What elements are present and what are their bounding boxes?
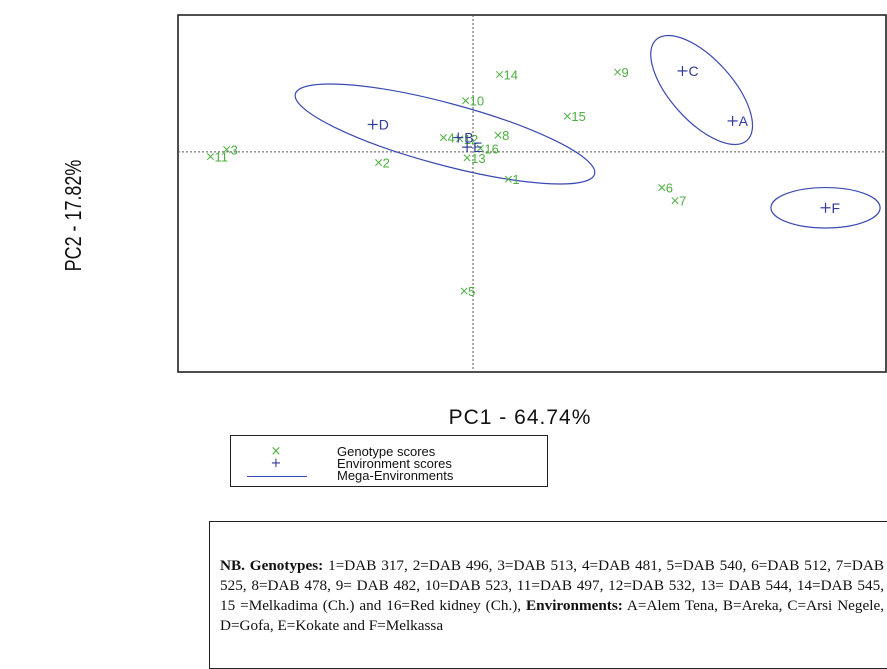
environment-point-F: F — [820, 200, 841, 216]
genotype-marker-stroke — [494, 131, 502, 139]
x-axis-label: PC1 - 64.74% — [448, 406, 592, 429]
genotype-label-6: 6 — [666, 181, 673, 196]
genotype-marker-stroke — [223, 145, 231, 154]
environment-point-A: A — [727, 113, 749, 129]
genotype-point-6: 6 — [658, 181, 673, 196]
footnote-environments-head: Environments: — [526, 597, 623, 614]
genotype-marker-stroke — [439, 134, 448, 142]
mega-environment-ellipses — [294, 34, 881, 229]
genotype-label-8: 8 — [502, 128, 509, 143]
genotype-point-15: 15 — [563, 109, 586, 124]
genotype-marker-stroke — [658, 183, 666, 192]
genotype-point-10: 10 — [462, 94, 484, 109]
genotype-label-13: 13 — [471, 151, 485, 166]
environment-label-A: A — [739, 113, 749, 129]
genotype-label-15: 15 — [571, 109, 585, 124]
genotype-label-2: 2 — [383, 156, 390, 171]
genotype-label-16: 16 — [484, 141, 498, 156]
genotype-label-1: 1 — [512, 172, 519, 187]
genotype-label-10: 10 — [470, 94, 484, 109]
genotype-marker-stroke — [495, 70, 504, 79]
environment-label-C: C — [688, 63, 698, 79]
genotype-point-14: 14 — [495, 68, 518, 83]
genotype-label-4: 4 — [448, 131, 455, 146]
legend-environment-label: Environment scores — [337, 456, 452, 471]
environment-point-E: E — [462, 139, 482, 155]
genotype-label-3: 3 — [231, 142, 238, 157]
genotype-point-9: 9 — [613, 65, 629, 80]
genotype-marker-stroke — [206, 153, 215, 161]
environment-label-B: B — [464, 130, 473, 146]
genotype-marker-stroke — [375, 159, 383, 167]
genotype-marker-stroke — [613, 68, 622, 76]
legend-item-environment: + Environment scores — [231, 457, 547, 470]
footnote-box: NB. Genotypes: 1=DAB 317, 2=DAB 496, 3=D… — [209, 521, 887, 669]
footnote-environments-text: A=Alem Tena, B=Areka, C=Arsi Negele, D=G… — [220, 597, 884, 634]
y-axis-label: PC2 - 17.82% — [60, 159, 87, 271]
legend: × Genotype scores + Environment scores M… — [230, 435, 548, 487]
genotype-marker-stroke — [476, 144, 484, 152]
genotype-point-3: 3 — [223, 142, 238, 157]
genotype-label-11: 11 — [214, 150, 228, 165]
environment-point-D: D — [367, 116, 389, 132]
genotype-marker-stroke — [671, 197, 679, 205]
environment-label-D: D — [379, 116, 389, 132]
footnote-genotypes-head: NB. Genotypes: — [220, 557, 324, 574]
environment-label-F: F — [832, 200, 841, 216]
footnote-text: NB. Genotypes: 1=DAB 317, 2=DAB 496, 3=D… — [220, 556, 884, 636]
plot-frame — [177, 14, 887, 373]
legend-environment-symbol: + — [270, 456, 282, 471]
genotype-point-8: 8 — [494, 128, 509, 143]
footnote-genotypes-text: 1=DAB 317, 2=DAB 496, 3=DAB 513, 4=DAB 4… — [220, 557, 884, 614]
genotype-label-5: 5 — [468, 284, 475, 299]
y-axis-label-box: PC2 - 17.82% — [44, 159, 104, 271]
environment-point-C: C — [677, 63, 699, 79]
mega-environment-ellipse-3 — [770, 186, 881, 229]
legend-genotype-symbol: × — [270, 444, 282, 459]
genotype-marker-stroke — [504, 175, 512, 183]
genotype-label-7: 7 — [679, 194, 686, 209]
legend-item-genotype: × Genotype scores — [231, 445, 547, 458]
genotype-label-14: 14 — [504, 68, 518, 83]
genotype-label-9: 9 — [622, 65, 629, 80]
legend-mega-line — [247, 476, 307, 477]
genotype-point-2: 2 — [375, 156, 390, 171]
legend-mega-label: Mega-Environments — [337, 468, 454, 483]
genotype-marker-stroke — [463, 154, 471, 162]
genotype-point-4: 4 — [439, 131, 455, 146]
genotype-marker-stroke — [460, 287, 468, 295]
genotype-point-11: 11 — [206, 150, 228, 165]
mega-environment-ellipse-1 — [294, 83, 596, 185]
genotype-point-16: 16 — [476, 141, 499, 156]
genotype-point-7: 7 — [671, 194, 686, 209]
genotype-point-13: 13 — [463, 151, 486, 166]
mega-environment-ellipse-2 — [650, 34, 754, 146]
genotype-marker-stroke — [563, 112, 571, 120]
genotype-point-1: 1 — [504, 172, 520, 187]
legend-item-mega: Mega-Environments — [231, 469, 547, 482]
legend-genotype-label: Genotype scores — [337, 444, 436, 459]
reference-lines — [178, 15, 886, 372]
genotype-marker-stroke — [456, 135, 464, 143]
environment-label-E: E — [473, 139, 482, 155]
genotype-point-5: 5 — [460, 284, 475, 299]
genotype-marker-stroke — [462, 97, 470, 105]
environment-point-B: B — [453, 130, 474, 146]
